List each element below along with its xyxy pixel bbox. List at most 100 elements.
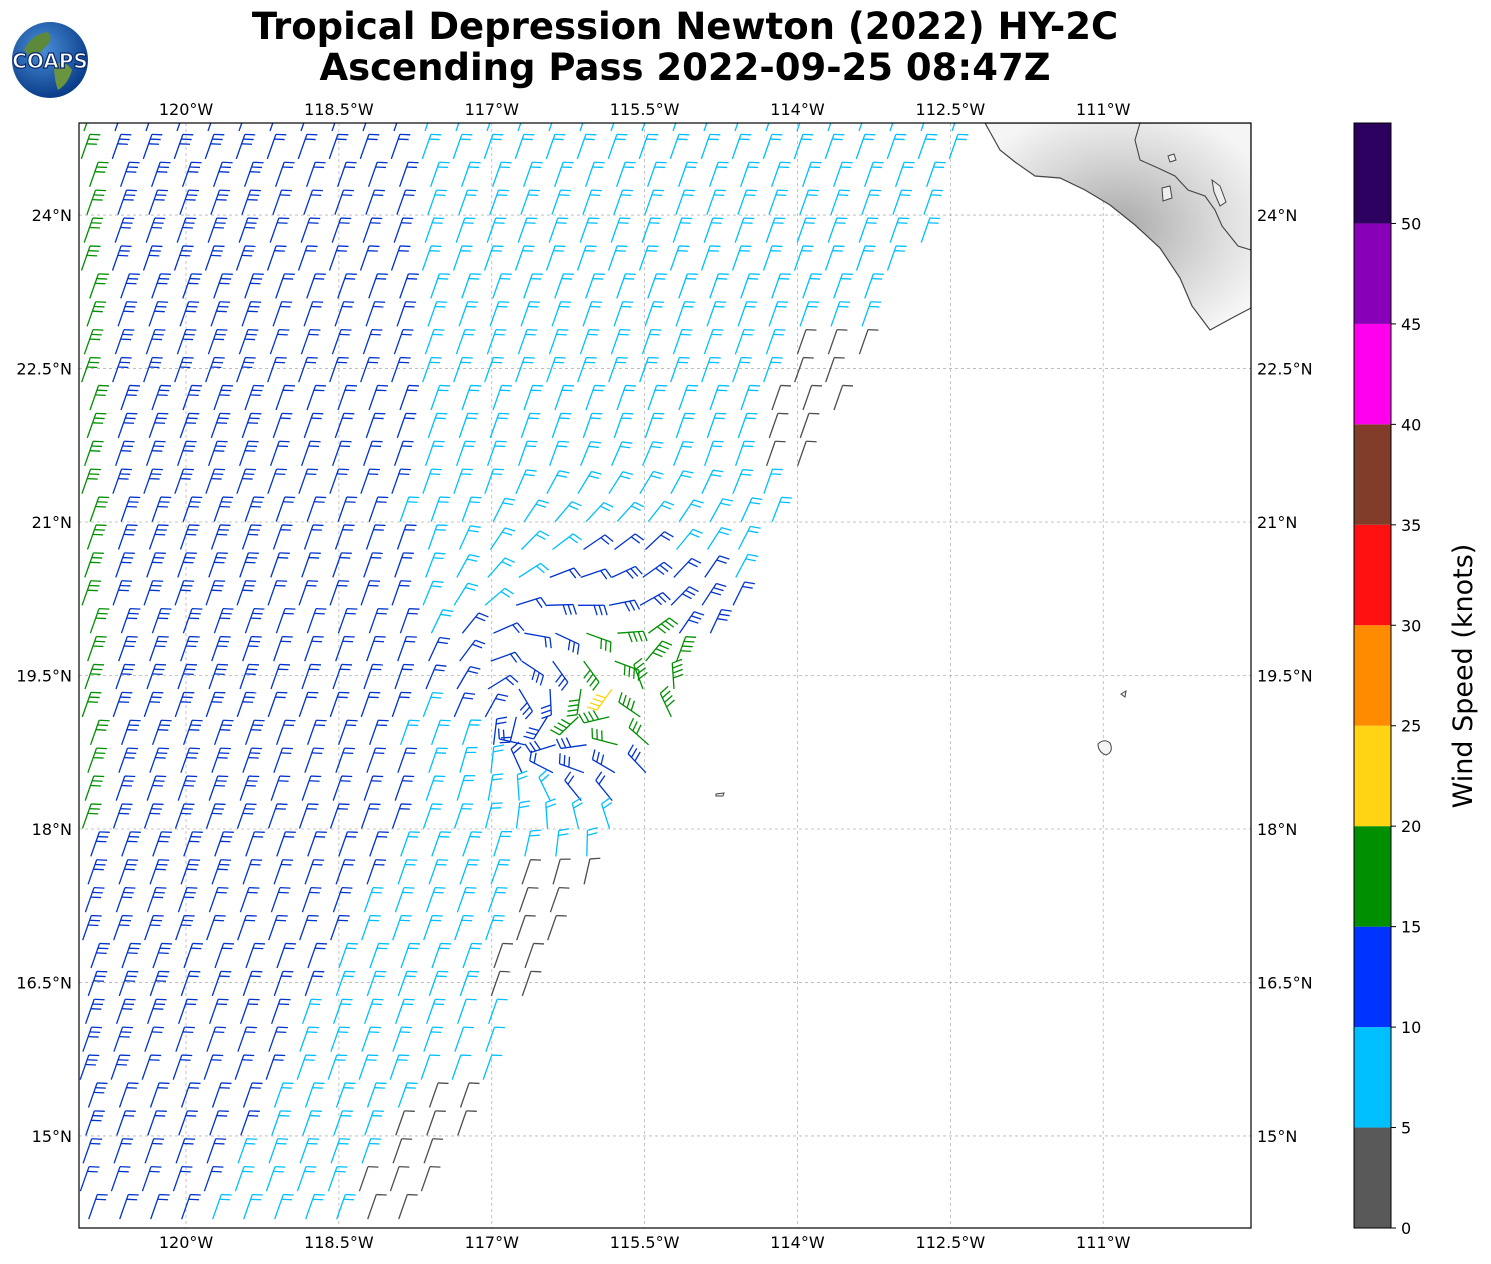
- wind-barb-flag: [471, 496, 482, 499]
- wind-barb-flag: [568, 756, 571, 768]
- wind-barb: [583, 858, 591, 885]
- wind-barb: [459, 1082, 470, 1108]
- wind-barb-flag: [682, 645, 693, 648]
- lat-label-left: 15°N: [32, 1127, 72, 1146]
- wind-barb: [516, 915, 526, 941]
- wind-barb-flag: [745, 558, 756, 562]
- wind-barb-flag: [637, 631, 643, 642]
- wind-barb-flag: [659, 685, 669, 694]
- wind-barb: [951, 123, 956, 132]
- wind-barb-flag: [660, 623, 671, 631]
- wind-barb-flag: [568, 536, 579, 544]
- wind-barb: [420, 1166, 431, 1192]
- wind-barb-flag: [589, 857, 601, 860]
- wind-barb-flag: [407, 612, 418, 615]
- wind-barb-flag: [717, 618, 728, 621]
- wind-barbs: [79, 123, 969, 1220]
- wind-barb-flag: [434, 669, 445, 672]
- wind-barb: [524, 943, 535, 969]
- wind-barb-flag: [432, 691, 443, 694]
- wind-barb: [547, 603, 574, 606]
- wind-barb-flag: [628, 717, 635, 728]
- lat-label-right: 22.5°N: [1257, 360, 1313, 379]
- wind-barb-flag: [466, 558, 478, 562]
- wind-barb: [827, 329, 838, 355]
- wind-barb-flag: [533, 740, 541, 750]
- wind-barb: [802, 385, 813, 411]
- latitude-labels: 24°N 24°N 22.5°N 22.5°N 21°N 21°N 19.5°N 19.5°N…: [16, 206, 1312, 1146]
- wind-barb: [920, 123, 925, 132]
- wind-barb-flag: [781, 496, 792, 499]
- wind-barb-flag: [659, 564, 669, 573]
- clarion-island: [715, 792, 725, 797]
- wind-barb-flag: [509, 674, 519, 683]
- wind-barb-flag: [720, 502, 731, 507]
- wind-barb-flag: [622, 694, 627, 706]
- wind-barb-flag: [655, 648, 666, 654]
- wind-barb-flag: [568, 504, 579, 511]
- wind-barb-flag: [633, 657, 643, 666]
- gulf-island-2: [1211, 178, 1227, 207]
- wind-barb-flag: [628, 666, 631, 678]
- wind-barb-flag: [672, 663, 683, 669]
- wind-barb-flag: [716, 559, 727, 564]
- wind-barb-flag: [462, 696, 474, 700]
- lat-label-left: 19.5°N: [16, 667, 72, 686]
- wind-barb-flag: [533, 752, 537, 764]
- colorbar-bin: [1354, 223, 1391, 324]
- wind-barb: [734, 123, 739, 132]
- wind-barb-flag: [623, 664, 626, 676]
- wind-barb-flag: [529, 750, 533, 761]
- wind-barb-flag: [572, 604, 577, 615]
- wind-barb-flag: [497, 693, 509, 697]
- wind-barb-flag: [493, 744, 505, 748]
- lon-label-top: 115.5°W: [610, 100, 680, 119]
- wind-barb-flag: [434, 552, 446, 555]
- wind-barb-flag: [409, 608, 420, 610]
- wind-barb-flag: [502, 502, 514, 506]
- gridlines: [79, 123, 1251, 1228]
- wind-barb: [672, 123, 677, 132]
- wind-barb: [858, 123, 863, 132]
- wind-barb-flag: [681, 445, 692, 448]
- wind-barb: [420, 1054, 431, 1080]
- wind-barb-flag: [687, 561, 698, 568]
- lon-label-bottom: 115.5°W: [610, 1233, 680, 1252]
- wind-barb-flag: [637, 670, 640, 681]
- wind-barb: [521, 859, 532, 885]
- wind-barb-flag: [468, 529, 479, 533]
- wind-barb: [610, 123, 615, 132]
- wind-barb-flag: [633, 668, 636, 679]
- wind-barb-flag: [661, 504, 672, 510]
- wind-barb-flag: [529, 834, 540, 837]
- wind-barb: [796, 441, 807, 467]
- wind-barb-flag: [440, 613, 451, 617]
- wind-barb-flag: [573, 567, 581, 577]
- wind-barb-flag: [470, 525, 481, 528]
- wind-barb-flag: [556, 474, 568, 478]
- wind-barb-flag: [528, 727, 540, 732]
- colorbar-bin: [1354, 826, 1391, 927]
- wind-barb-flag: [512, 624, 520, 634]
- gulf-island-3: [1167, 153, 1177, 163]
- wind-barb-flag: [621, 441, 633, 444]
- wind-barb-flag: [478, 612, 489, 618]
- wind-barb-flag: [437, 641, 448, 645]
- wind-barb-flag: [683, 440, 694, 444]
- wind-barb-flag: [567, 604, 572, 615]
- wind-barb-flag: [604, 640, 607, 651]
- wind-barb-flag: [710, 474, 722, 477]
- lat-label-left: 22.5°N: [16, 360, 72, 379]
- wind-barb-flag: [442, 609, 454, 613]
- wind-barb-flag: [634, 501, 645, 508]
- colorbar-tick-label: 45: [1401, 315, 1421, 334]
- wind-barb: [827, 123, 832, 132]
- wind-barb-flag: [557, 722, 568, 729]
- wind-barb-flag: [559, 470, 570, 474]
- wind-barb-flag: [578, 713, 585, 724]
- wind-barb-flag: [556, 445, 568, 448]
- wind-barb-flag: [598, 605, 603, 616]
- wind-barb-flag: [504, 587, 514, 595]
- wind-barb-flag: [662, 592, 671, 601]
- wind-barb: [367, 1194, 377, 1220]
